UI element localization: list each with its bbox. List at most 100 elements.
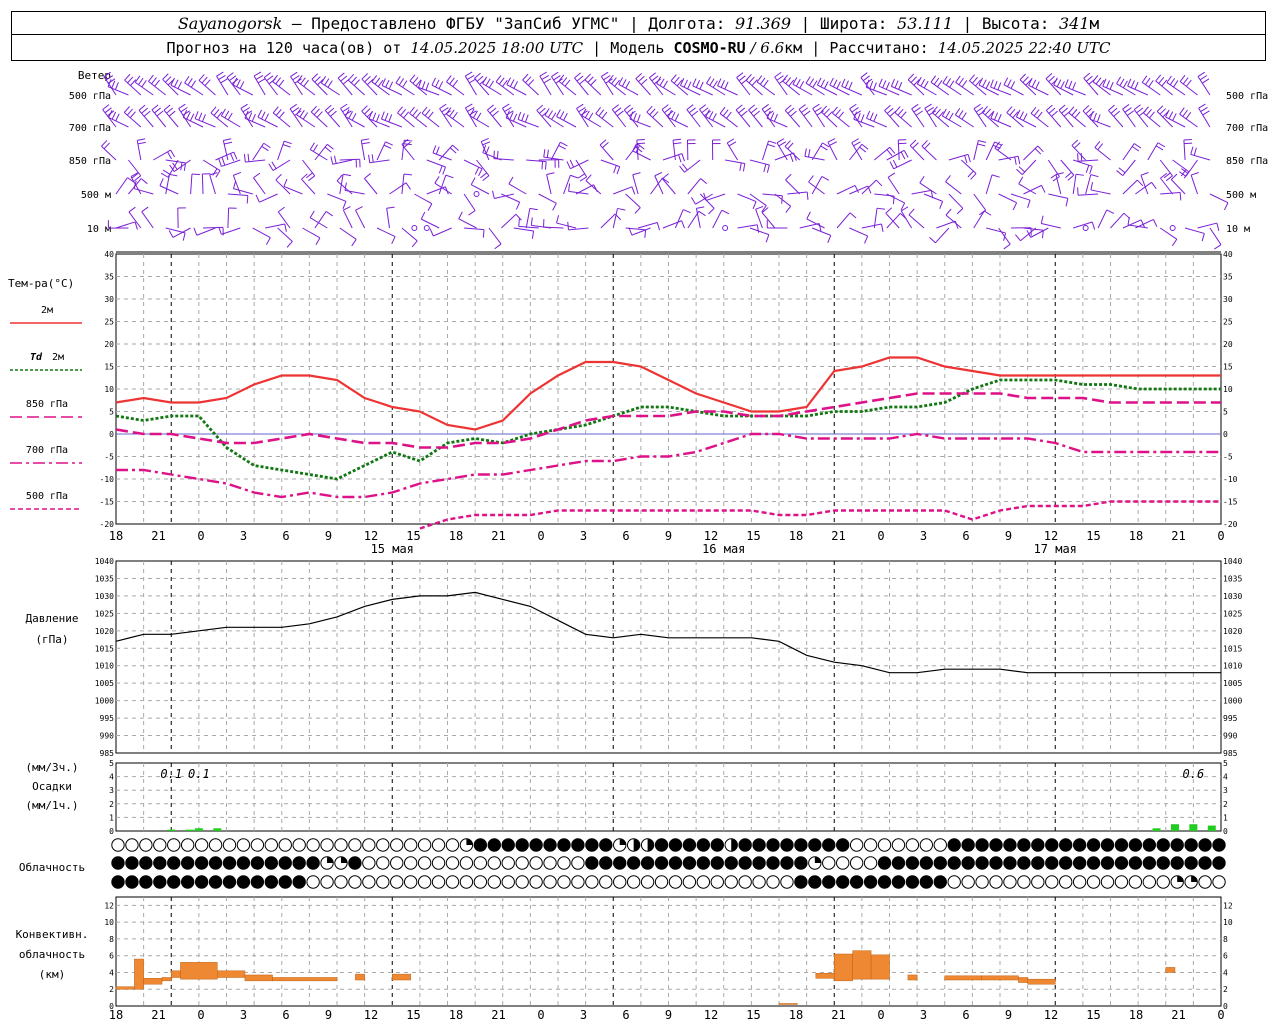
wind-barb-flag <box>1069 81 1072 88</box>
convective-ytick-label: 10 <box>104 918 114 927</box>
wind-barb-flag <box>904 150 908 157</box>
wind-barb-flag <box>689 108 695 113</box>
cloud-cover-symbol <box>753 839 765 851</box>
cloud-cover-symbol <box>209 839 221 851</box>
cloud-cover-symbol <box>251 876 263 888</box>
wind-barb-flag <box>237 80 241 87</box>
wind-barb <box>278 141 285 160</box>
wind-barb-flag <box>569 183 570 191</box>
wind-barb <box>228 194 248 196</box>
wind-barb-flag <box>109 110 112 117</box>
wind-barb-flag <box>551 72 558 76</box>
wind-barb-flag <box>364 109 370 115</box>
wind-barb <box>935 228 948 243</box>
wind-barb-flag <box>683 210 690 213</box>
wind-barb-flag <box>161 173 168 177</box>
time-tick-label: 9 <box>1005 529 1012 543</box>
temperature-ytick-label: 5 <box>109 408 114 417</box>
wind-level-label: 10 м <box>87 224 111 235</box>
cloud-cover-symbol <box>558 857 570 869</box>
wind-barb <box>630 119 651 127</box>
pressure-unit: (гПа) <box>35 633 68 646</box>
wind-barb <box>885 111 900 127</box>
time-tick-label-bottom: 12 <box>704 1008 718 1022</box>
wind-barb-flag <box>301 174 307 179</box>
pressure-ytick-label: 1010 <box>95 662 114 671</box>
wind-barb-flag <box>1152 182 1157 188</box>
wind-barb-flag <box>1068 175 1074 180</box>
wind-barb <box>1091 190 1111 194</box>
wind-barb-flag <box>1125 108 1132 113</box>
cloud-cover-symbol <box>781 839 793 851</box>
wind-barb-flag <box>304 80 309 86</box>
wind-barb-flag <box>874 114 877 121</box>
wind-barb-flag <box>687 105 693 110</box>
wind-barb <box>253 143 264 160</box>
wind-barb-flag <box>832 107 837 113</box>
precip-bar <box>1208 826 1216 831</box>
wind-barb-flag <box>985 109 990 115</box>
time-tick-label: 0 <box>197 529 204 543</box>
convective-bar <box>908 975 917 980</box>
wind-barb-flag <box>475 167 479 174</box>
wind-barb-flag <box>657 222 659 230</box>
wind-barb <box>439 175 446 194</box>
wind-barb-flag <box>453 112 458 118</box>
cloud-cover-symbol <box>1032 839 1044 851</box>
wind-barb-flag <box>1145 78 1150 85</box>
time-tick-label: 0 <box>877 529 884 543</box>
wind-barb-flag <box>1065 172 1071 177</box>
wind-barb <box>540 76 551 95</box>
wind-barb-flag <box>754 111 760 116</box>
cloud-cover-symbol <box>140 876 152 888</box>
cloud-cover-symbol <box>1185 857 1197 869</box>
wind-barb-flag <box>779 142 786 146</box>
cloud-cover-symbol <box>154 876 166 888</box>
wind-barb <box>195 119 215 127</box>
cloud-cover-symbol <box>600 876 612 888</box>
wind-level-label: 500 м <box>81 190 111 201</box>
wind-barb-flag <box>401 109 406 115</box>
precipitation-ytick-label: 4 <box>109 773 114 782</box>
wind-barb-flag <box>465 72 472 76</box>
wind-barb-flag <box>1004 244 1011 249</box>
wind-barb-flag <box>253 173 259 178</box>
wind-barb-flag <box>115 82 118 89</box>
precipitation-ytick-label-right: 2 <box>1223 800 1228 809</box>
wind-calm-circle <box>424 226 429 231</box>
wind-barb-flag <box>1052 111 1058 116</box>
wind-barb <box>464 194 475 211</box>
wind-barb-flag <box>412 241 417 247</box>
cloud-cover-symbol <box>181 876 193 888</box>
wind-barb-flag <box>1201 107 1208 111</box>
wind-barb <box>793 84 812 95</box>
wind-barb-flag <box>591 79 597 85</box>
convective-bar <box>162 977 171 980</box>
wind-barb-flag <box>1123 104 1130 109</box>
wind-barb-flag <box>276 109 281 115</box>
wind-barb <box>402 144 414 160</box>
precip-unit-bottom: (мм/1ч.) <box>26 799 79 812</box>
wind-barb <box>276 180 290 194</box>
wind-barb-flag <box>548 111 552 118</box>
wind-barb-flag <box>141 179 147 184</box>
wind-barb-flag <box>679 155 682 163</box>
wind-barb <box>464 160 482 169</box>
cloud-cover-symbol <box>1059 876 1071 888</box>
wind-barb-flag <box>682 164 687 170</box>
cloud-cover-symbol <box>209 857 221 869</box>
wind-barb-flag <box>291 72 298 76</box>
wind-barb-flag <box>372 75 377 81</box>
wind-barb <box>377 142 385 160</box>
wind-barb <box>736 110 750 127</box>
wind-barb <box>986 142 994 160</box>
precipitation-ytick-label-right: 1 <box>1223 813 1228 822</box>
time-tick-label-bottom: 9 <box>1005 1008 1012 1022</box>
cloud-cover-symbol <box>1129 876 1141 888</box>
cloud-cover-symbol <box>823 876 835 888</box>
wind-barb-flag <box>965 155 967 163</box>
wind-barb-flag <box>877 208 885 209</box>
cloud-cover-symbol <box>1171 857 1183 869</box>
wind-barb <box>129 212 141 228</box>
convective-bar <box>853 951 871 980</box>
